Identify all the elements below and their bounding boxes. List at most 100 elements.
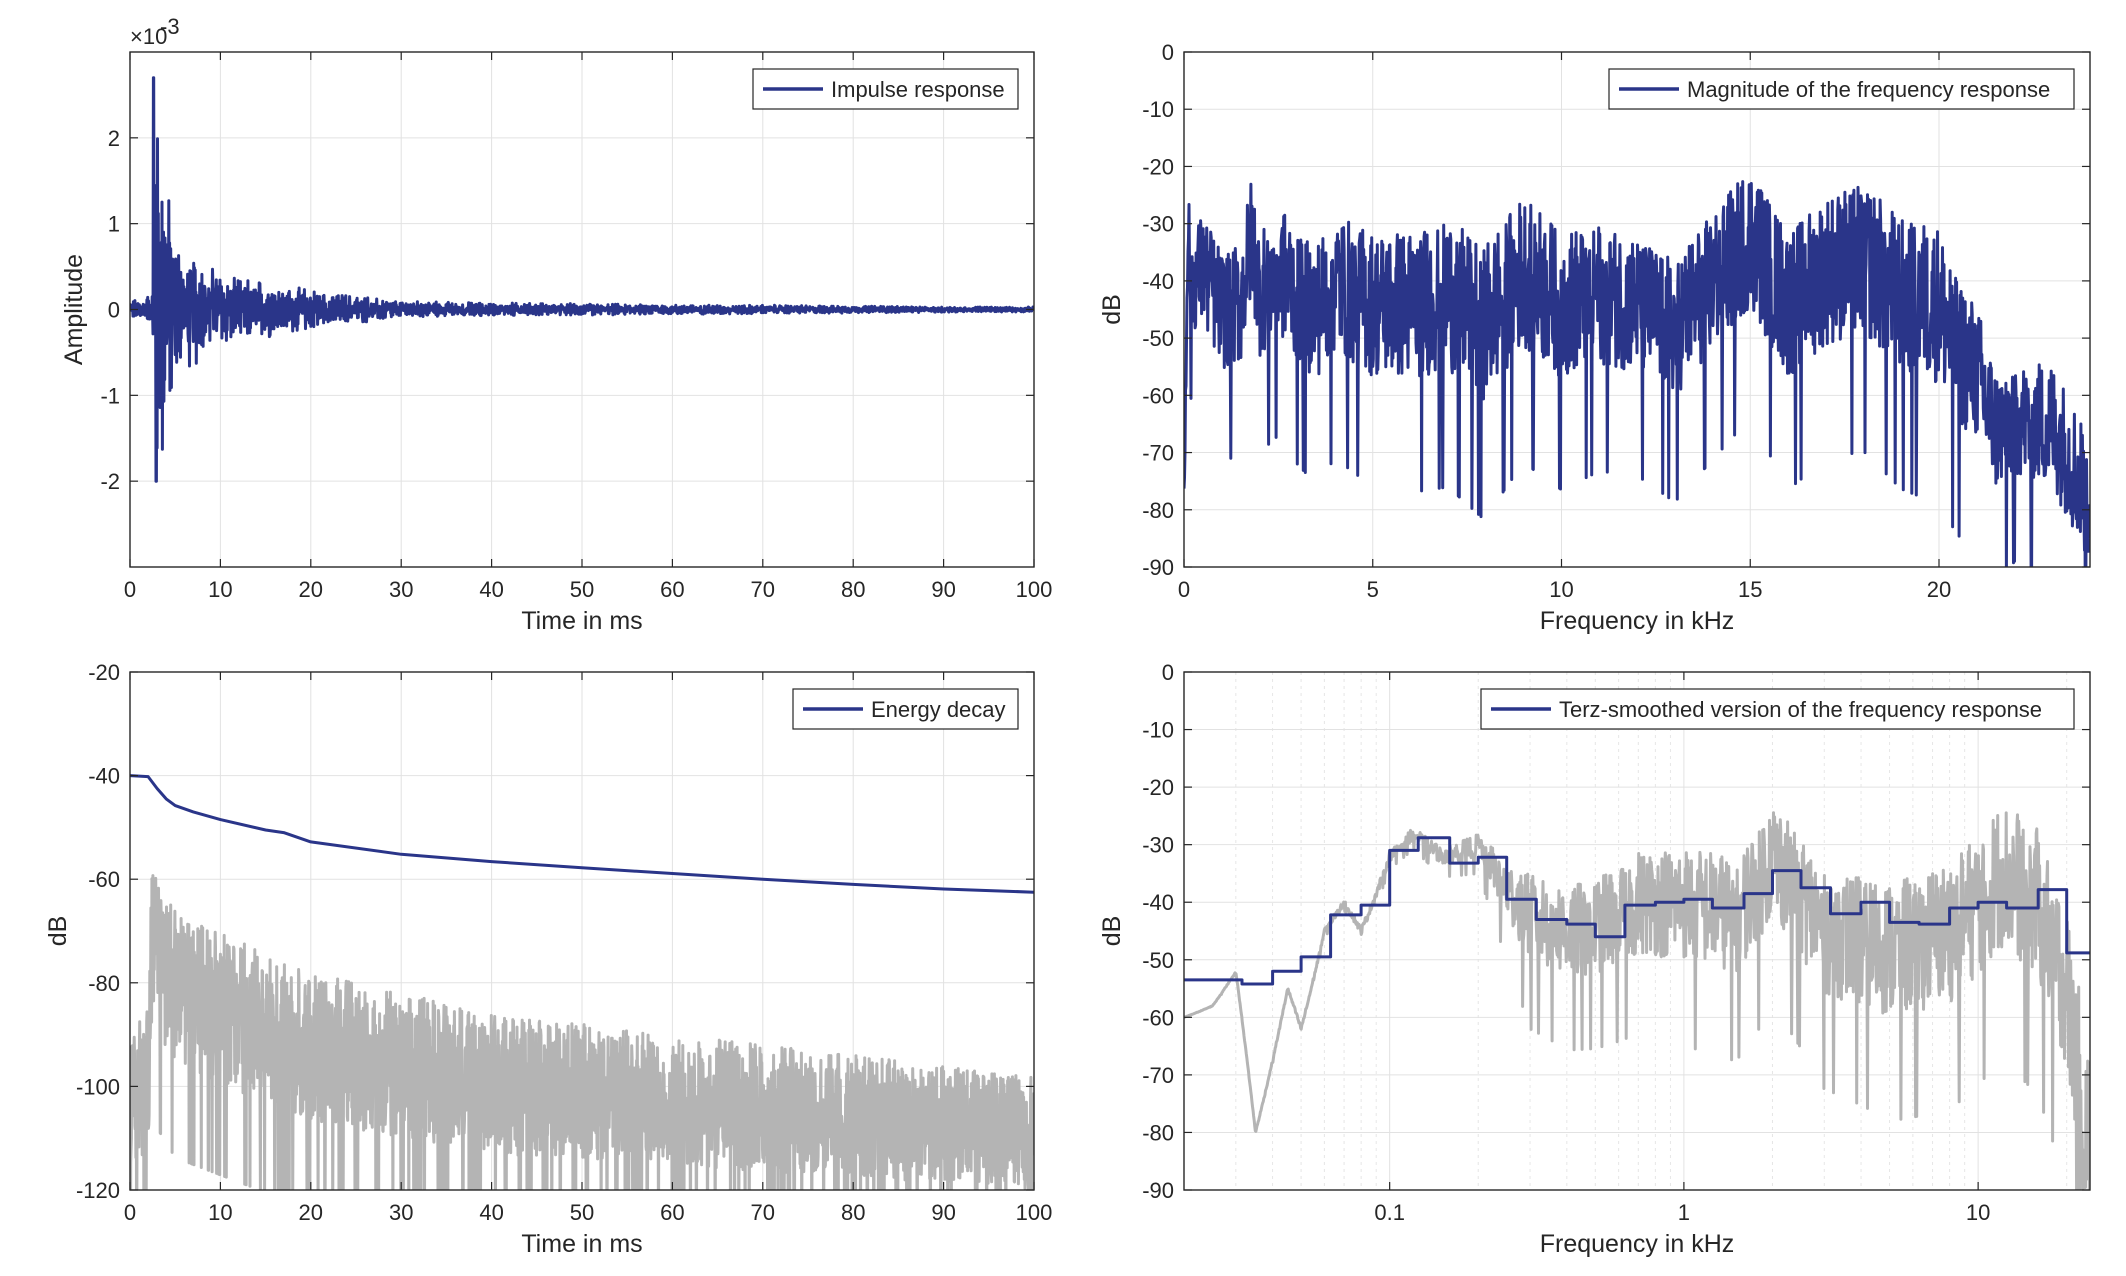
y-tick-label: -20 xyxy=(1142,775,1174,800)
y-tick-label: -90 xyxy=(1142,555,1174,580)
tick-labels: 0 5 10 15 20 0 -10 -20 -30 -40 -50 -60 -70 -80 -90 xyxy=(1142,40,2090,602)
legend: Energy decay xyxy=(792,688,1019,730)
y-tick-label: -70 xyxy=(1142,1063,1174,1088)
legend: Magnitude of the frequency response xyxy=(1608,68,2075,110)
chart-panel-energy: 0 10 20 30 40 50 60 70 80 90 100 -20 -40 -60 -80 -100 -1… xyxy=(44,660,1052,1258)
x-tick-label: 30 xyxy=(389,577,413,602)
x-tick-label: 0 xyxy=(1178,577,1190,602)
x-tick-label: 10 xyxy=(1549,577,1573,602)
y-tick-label: -50 xyxy=(1142,948,1174,973)
y-tick-label: -30 xyxy=(1142,833,1174,858)
x-axis-label: Time in ms xyxy=(521,1230,642,1258)
y-tick-label: -20 xyxy=(1142,154,1174,179)
y-tick-label: -10 xyxy=(1142,97,1174,122)
chart-panel-terz: 0.1 1 10 0 -10 -20 -30 -40 -50 -60 -70 -80 -90 Freque… xyxy=(1098,660,2091,1258)
y-tick-label: -90 xyxy=(1142,1178,1174,1203)
y-tick-label: -50 xyxy=(1142,326,1174,351)
legend-box xyxy=(1480,688,2075,730)
x-tick-label: 80 xyxy=(841,577,865,602)
x-tick-label: 70 xyxy=(751,1200,775,1225)
axes-box xyxy=(1183,671,2091,1191)
x-tick-label: 10 xyxy=(208,577,232,602)
x-tick-label: 0 xyxy=(124,577,136,602)
x-axis-label: Frequency in kHz xyxy=(1540,607,1735,635)
tick-labels: 0.1 1 10 0 -10 -20 -30 -40 -50 -60 -70 -80 -90 xyxy=(1142,660,2090,1225)
x-axis-label: Frequency in kHz xyxy=(1540,1230,1735,1258)
y-tick-label: -60 xyxy=(88,867,120,892)
x-axis-label: Time in ms xyxy=(521,607,642,635)
x-tick-label: 70 xyxy=(751,577,775,602)
y-tick-label: -1 xyxy=(100,383,120,408)
x-tick-label: 15 xyxy=(1738,577,1762,602)
y-tick-label: -80 xyxy=(1142,1120,1174,1145)
tick-labels: 0 10 20 30 40 50 60 70 80 90 100 -20 -40 -60 -80 -100 -1… xyxy=(76,660,1052,1225)
x-tick-label: 90 xyxy=(931,577,955,602)
series-line xyxy=(1184,836,2090,986)
x-tick-label: 60 xyxy=(660,1200,684,1225)
y-exponent-base: ×10 xyxy=(130,24,167,49)
legend-entry: Energy decay xyxy=(871,697,1006,722)
y-tick-label: -80 xyxy=(1142,498,1174,523)
series-line xyxy=(1184,180,2090,567)
x-tick-label: 5 xyxy=(1367,577,1379,602)
tick-labels: 0 10 20 30 40 50 60 70 80 90 100 -2 -1 0 1 2 xyxy=(100,52,1052,602)
axes-box xyxy=(1183,51,2091,568)
legend-box xyxy=(1608,68,2075,110)
series-line xyxy=(130,76,1034,483)
y-tick-label: 0 xyxy=(1162,40,1174,65)
x-tick-label: 0 xyxy=(124,1200,136,1225)
series-raw-line xyxy=(130,874,1034,1190)
y-exponent-power: -3 xyxy=(160,14,180,39)
x-tick-label: 50 xyxy=(570,577,594,602)
y-tick-label: -20 xyxy=(88,660,120,685)
plot-area xyxy=(1184,180,2090,567)
y-tick-label: 2 xyxy=(108,126,120,151)
plot-area xyxy=(130,774,1034,1190)
x-tick-label: 10 xyxy=(208,1200,232,1225)
chart-panel-magnitude: 0 5 10 15 20 0 -10 -20 -30 -40 -50 -60 -70 -80 -90 Freq… xyxy=(1098,40,2091,635)
x-tick-label: 100 xyxy=(1016,577,1053,602)
y-tick-label: -40 xyxy=(1142,269,1174,294)
x-tick-label: 40 xyxy=(479,1200,503,1225)
y-tick-label: -80 xyxy=(88,971,120,996)
y-tick-label: -30 xyxy=(1142,212,1174,237)
x-tick-label: 20 xyxy=(299,577,323,602)
y-tick-label: -40 xyxy=(1142,890,1174,915)
y-tick-label: -70 xyxy=(1142,441,1174,466)
y-tick-label: 0 xyxy=(108,298,120,323)
x-tick-label: 80 xyxy=(841,1200,865,1225)
x-tick-label: 10 xyxy=(1966,1200,1990,1225)
x-tick-label: 0.1 xyxy=(1374,1200,1405,1225)
legend-entry: Terz-smoothed version of the frequency r… xyxy=(1559,697,2042,722)
y-exponent-label: ×10-3 xyxy=(130,14,180,49)
x-tick-label: 90 xyxy=(931,1200,955,1225)
x-tick-label: 1 xyxy=(1678,1200,1690,1225)
y-tick-label: -60 xyxy=(1142,1005,1174,1030)
y-tick-label: -40 xyxy=(88,764,120,789)
x-tick-label: 30 xyxy=(389,1200,413,1225)
legend-entry: Impulse response xyxy=(831,77,1005,102)
y-tick-label: 1 xyxy=(108,212,120,237)
y-axis-label: Amplitude xyxy=(60,254,88,365)
x-tick-label: 40 xyxy=(479,577,503,602)
legend: Terz-smoothed version of the frequency r… xyxy=(1480,688,2075,730)
x-tick-label: 20 xyxy=(299,1200,323,1225)
y-tick-label: -60 xyxy=(1142,383,1174,408)
y-axis-label: dB xyxy=(1098,916,1126,947)
y-tick-label: -10 xyxy=(1142,718,1174,743)
x-tick-label: 20 xyxy=(1927,577,1951,602)
x-tick-label: 100 xyxy=(1016,1200,1053,1225)
series-line xyxy=(130,774,1034,894)
y-tick-label: 0 xyxy=(1162,660,1174,685)
legend: Impulse response xyxy=(752,68,1019,110)
y-tick-label: -2 xyxy=(100,469,120,494)
plot-area xyxy=(1184,811,2090,1190)
y-axis-label: dB xyxy=(44,916,72,947)
y-tick-label: -120 xyxy=(76,1178,120,1203)
y-tick-label: -100 xyxy=(76,1074,120,1099)
y-axis-label: dB xyxy=(1098,294,1126,325)
legend-entry: Magnitude of the frequency response xyxy=(1687,77,2050,102)
series-raw-line xyxy=(1184,811,2090,1190)
x-tick-label: 60 xyxy=(660,577,684,602)
